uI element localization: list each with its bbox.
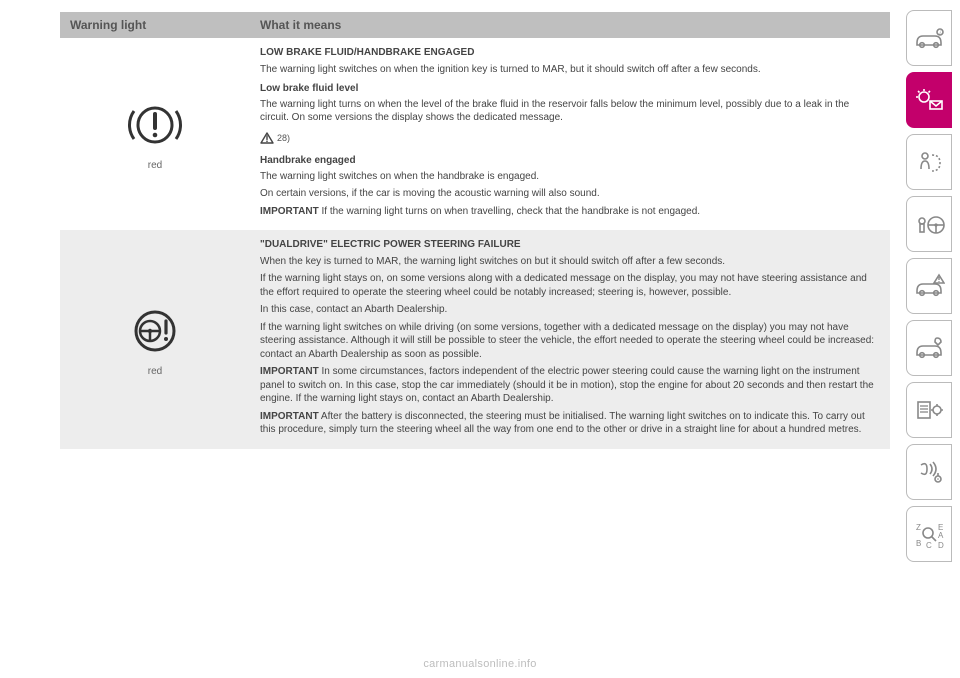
- icon-label: red: [148, 159, 162, 173]
- svg-text:B: B: [916, 539, 921, 548]
- icon-cell-brake: red: [60, 38, 250, 230]
- svg-text:A: A: [938, 531, 944, 540]
- header-warning-light: Warning light: [60, 12, 250, 38]
- tab-emergency[interactable]: [906, 258, 952, 314]
- section-body: On certain versions, if the car is movin…: [260, 187, 880, 201]
- row-title: "DUALDRIVE" ELECTRIC POWER STEERING FAIL…: [260, 238, 880, 252]
- tab-vehicle-info[interactable]: i: [906, 10, 952, 66]
- important-label: IMPORTANT: [260, 206, 319, 217]
- desc-cell-steering: "DUALDRIVE" ELECTRIC POWER STEERING FAIL…: [250, 230, 890, 449]
- section-body: The warning light switches on when the h…: [260, 170, 880, 184]
- header-what-it-means: What it means: [250, 12, 890, 38]
- brake-warning-icon: [125, 95, 185, 155]
- table-row: red LOW BRAKE FLUID/HANDBRAKE ENGAGED Th…: [60, 38, 890, 230]
- svg-text:D: D: [938, 541, 944, 550]
- section-head: Low brake fluid level: [260, 82, 880, 96]
- icon-label: red: [148, 365, 162, 379]
- alert-triangle-icon: [260, 132, 274, 144]
- paragraph: If the warning light stays on, on some v…: [260, 272, 880, 299]
- tab-warning-lights[interactable]: [906, 72, 952, 128]
- svg-text:Z: Z: [916, 523, 921, 532]
- paragraph: In this case, contact an Abarth Dealersh…: [260, 303, 880, 317]
- section-head: Handbrake engaged: [260, 154, 880, 168]
- row-title: LOW BRAKE FLUID/HANDBRAKE ENGAGED: [260, 46, 880, 60]
- table-header-row: Warning light What it means: [60, 12, 890, 38]
- svg-text:C: C: [926, 541, 932, 550]
- paragraph: When the key is turned to MAR, the warni…: [260, 255, 880, 269]
- warning-footnote-badge: 28): [260, 132, 290, 144]
- footnote-number: 28): [277, 132, 290, 144]
- important-label: IMPORTANT: [260, 411, 319, 422]
- section-body: The warning light turns on when the leve…: [260, 98, 880, 125]
- paragraph: If the warning light switches on while d…: [260, 321, 880, 362]
- footer-watermark: carmanualsonline.info: [0, 658, 960, 670]
- paragraph: IMPORTANT After the battery is disconnec…: [260, 410, 880, 437]
- page-content: Warning light What it means: [0, 0, 960, 461]
- tab-starting-driving[interactable]: [906, 196, 952, 252]
- important-text: In some circumstances, factors independe…: [260, 366, 874, 404]
- important-text: After the battery is disconnected, the s…: [260, 411, 865, 436]
- row-intro: The warning light switches on when the i…: [260, 63, 880, 77]
- icon-cell-steering: red: [60, 230, 250, 449]
- tab-index[interactable]: ZEBADC: [906, 506, 952, 562]
- desc-cell-brake: LOW BRAKE FLUID/HANDBRAKE ENGAGED The wa…: [250, 38, 890, 230]
- tab-safety[interactable]: [906, 134, 952, 190]
- tab-maintenance[interactable]: [906, 320, 952, 376]
- steering-warning-icon: [125, 301, 185, 361]
- tab-technical-data[interactable]: [906, 382, 952, 438]
- table-row: red "DUALDRIVE" ELECTRIC POWER STEERING …: [60, 230, 890, 449]
- paragraph: IMPORTANT In some circumstances, factors…: [260, 365, 880, 406]
- chapter-tab-strip: i ZEBADC: [906, 10, 952, 562]
- warning-table: Warning light What it means: [60, 12, 890, 449]
- important-label: IMPORTANT: [260, 366, 319, 377]
- important-text: If the warning light turns on when trave…: [319, 206, 700, 217]
- section-body: IMPORTANT If the warning light turns on …: [260, 205, 880, 219]
- tab-multimedia[interactable]: [906, 444, 952, 500]
